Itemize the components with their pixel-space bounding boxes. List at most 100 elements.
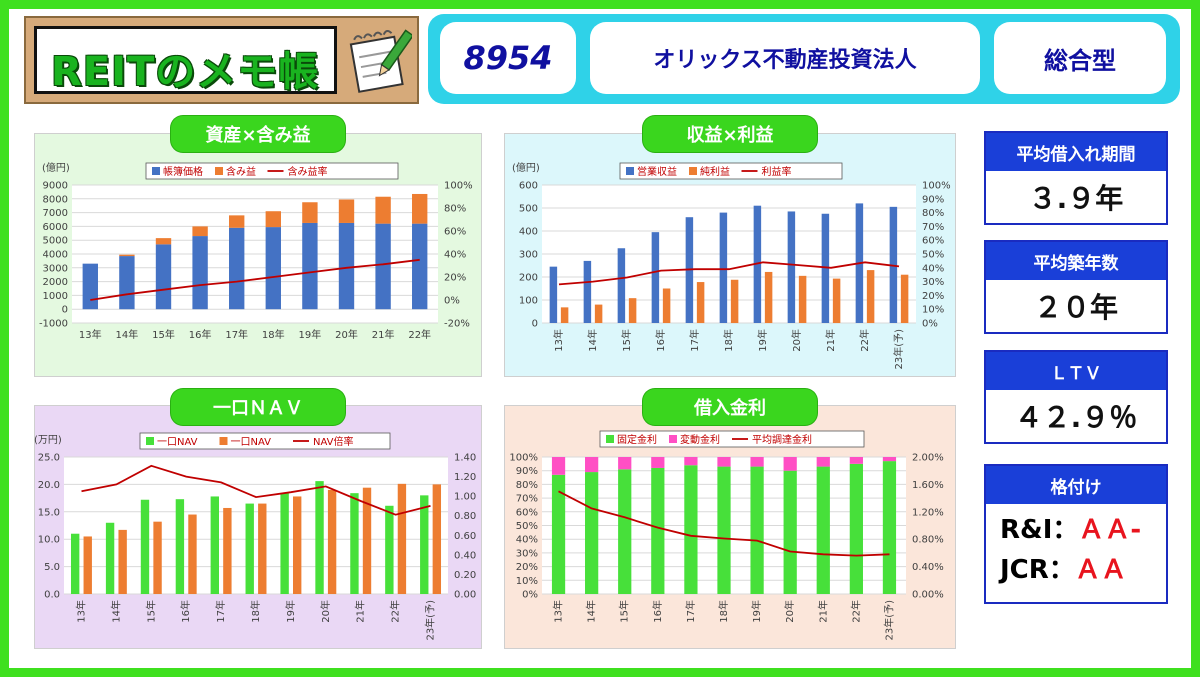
y-tick-label: 3000	[43, 263, 68, 274]
y-tick-label: 9000	[43, 181, 68, 192]
x-tick-label: 18年	[249, 600, 262, 623]
x-tick-label: 22年	[858, 329, 871, 352]
y2-tick-label: 0.40%	[912, 562, 944, 573]
x-tick-label: 23年(予)	[882, 600, 895, 641]
bar-含み益	[375, 196, 391, 224]
bar-一口NAV	[153, 521, 162, 594]
x-tick-label: 20年	[783, 600, 796, 623]
y-tick-label: 20.0	[38, 480, 60, 491]
legend-label: 固定金利	[617, 433, 657, 446]
y2-tick-label: 1.60%	[912, 480, 944, 491]
legend-box	[139, 432, 391, 450]
bar-一口NAV	[83, 536, 92, 594]
bar-一口NAV	[258, 503, 267, 594]
earnings-chart: 0 100 200 300 400 500 600 0% 10% 20% 30% 40% 50% 60% 7…	[512, 161, 951, 370]
rating-row-jcr: JCR：ＡＡ	[1000, 550, 1166, 590]
bar-営業収益	[719, 212, 728, 323]
y2-tick-label: 0.40	[454, 550, 476, 561]
legend-swatch	[689, 167, 697, 175]
nav-title: 一口ＮＡＶ	[171, 389, 345, 425]
logo-title: REITのメモ帳	[51, 49, 320, 95]
y2-tick-label: 40%	[922, 263, 944, 274]
y2-tick-label: 100%	[444, 181, 473, 192]
x-tick-label: 13年	[552, 329, 565, 352]
bar-変動金利	[551, 457, 566, 475]
bar-純利益	[866, 270, 875, 323]
bar-一口NAV	[105, 522, 115, 594]
bar-一口NAV	[432, 484, 442, 594]
line-利益率	[558, 261, 900, 286]
bar-固定金利	[684, 465, 698, 594]
x-tick-label: 22年	[849, 600, 862, 623]
rating-rows: R&I：ＡＡ- JCR：ＡＡ	[986, 504, 1166, 590]
x-tick-label: 16年	[651, 600, 664, 623]
y-unit-label: (億円)	[512, 161, 540, 174]
bar-帳簿価格	[192, 236, 208, 310]
line-含み益率	[90, 258, 420, 301]
assets-chart: -1000 0 1000 2000 3000 4000 5000 6000 7000 8000 90…	[39, 161, 473, 341]
bar-含み益	[412, 193, 428, 224]
y2-tick-label: 0.00	[454, 590, 476, 601]
y2-tick-label: 0.20	[454, 570, 476, 581]
x-tick-label: 19年	[756, 329, 769, 352]
legend-label: 一口NAV	[157, 437, 198, 448]
y-unit-label: (万円)	[34, 435, 62, 446]
y-tick-label: 4000	[43, 250, 68, 261]
plot-area	[64, 457, 448, 594]
earnings-title: 収益×利益	[643, 116, 817, 152]
x-tick-label: 19年	[299, 328, 322, 341]
bar-含み益	[155, 238, 172, 245]
bar-営業収益	[583, 260, 592, 323]
y2-tick-label: 0.00%	[912, 590, 944, 601]
bar-一口NAV	[385, 505, 394, 594]
x-tick-label: 19年	[284, 600, 297, 623]
stat-label: 平均借入れ期間	[986, 133, 1166, 171]
y2-tick-label: 80%	[444, 204, 466, 215]
y2-tick-label: 20%	[922, 291, 944, 302]
bar-一口NAV	[118, 529, 127, 594]
x-tick-label: 19年	[750, 600, 763, 623]
bar-純利益	[662, 288, 671, 323]
logo-plate: REITのメモ帳	[34, 26, 337, 95]
y2-tick-label: 40%	[444, 250, 466, 261]
bar-含み益	[119, 254, 135, 257]
stat-value: ３.９年	[1028, 182, 1124, 215]
y-tick-label: 300	[519, 250, 538, 261]
x-tick-label: 13年	[552, 600, 565, 623]
bar-純利益	[900, 274, 909, 323]
bar-一口NAV	[293, 496, 302, 594]
bar-固定金利	[882, 461, 897, 594]
legend-label: 変動金利	[680, 433, 720, 446]
legend-swatch	[219, 437, 228, 445]
legend-swatch	[152, 167, 160, 175]
x-tick-label: 14年	[585, 600, 598, 623]
bar-固定金利	[783, 470, 797, 594]
stat-label: ＬＴＶ	[986, 352, 1166, 390]
bar-一口NAV	[210, 496, 219, 594]
y-tick-label: 8000	[43, 194, 68, 205]
bar-変動金利	[618, 457, 632, 470]
stat-label: 平均築年数	[986, 242, 1166, 280]
bar-営業収益	[651, 232, 660, 323]
bar-純利益	[628, 298, 637, 323]
stat-rating: 格付け R&I：ＡＡ- JCR：ＡＡ	[984, 464, 1168, 604]
x-tick-label: 18年	[717, 600, 730, 623]
bar-純利益	[730, 279, 739, 323]
x-tick-label: 14年	[109, 600, 122, 623]
bar-帳簿価格	[82, 263, 98, 310]
legend-label: NAV倍率	[313, 435, 354, 448]
y2-tick-label: 100%	[922, 181, 951, 192]
bar-一口NAV	[245, 503, 254, 594]
y-tick-label: 200	[519, 273, 538, 284]
line-NAV倍率	[81, 464, 431, 516]
y-tick-label: 80%	[516, 480, 538, 491]
legend-swatch	[669, 435, 677, 443]
bar-固定金利	[816, 466, 830, 594]
x-tick-label: 18年	[722, 329, 735, 352]
x-tick-label: 20年	[335, 328, 358, 341]
legend-label: 利益率	[762, 165, 792, 178]
x-tick-label: 13年	[74, 600, 87, 623]
y2-tick-label: 0%	[922, 319, 938, 330]
reit-name: オリックス不動産投資法人	[590, 22, 980, 94]
bar-帳簿価格	[375, 223, 391, 310]
